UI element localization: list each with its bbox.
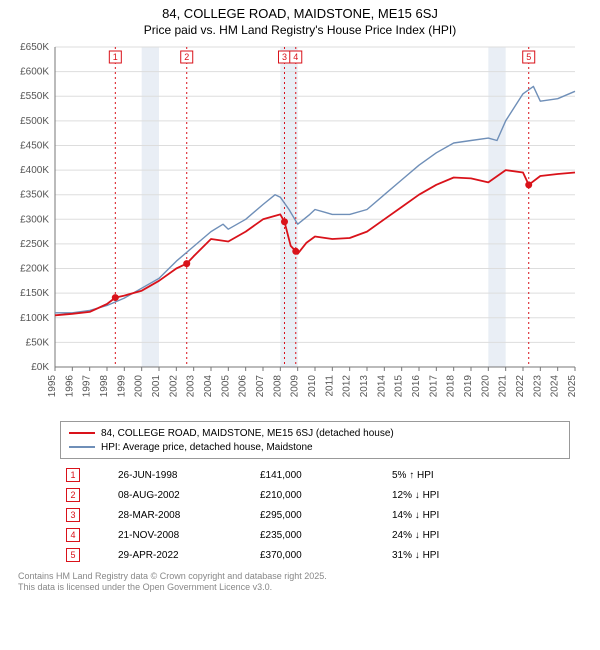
event-date: 08-AUG-2002 xyxy=(112,485,254,505)
svg-text:£300K: £300K xyxy=(20,214,49,225)
svg-text:2024: 2024 xyxy=(550,375,561,398)
legend: 84, COLLEGE ROAD, MAIDSTONE, ME15 6SJ (d… xyxy=(60,421,570,459)
chart-subtitle: Price paid vs. HM Land Registry's House … xyxy=(0,21,600,37)
svg-text:2018: 2018 xyxy=(446,375,457,398)
event-index: 3 xyxy=(66,508,80,522)
svg-text:2006: 2006 xyxy=(238,375,249,398)
svg-text:£600K: £600K xyxy=(20,67,49,78)
svg-text:2002: 2002 xyxy=(168,375,179,398)
footnote-line: Contains HM Land Registry data © Crown c… xyxy=(18,571,570,582)
legend-label: 84, COLLEGE ROAD, MAIDSTONE, ME15 6SJ (d… xyxy=(101,428,394,439)
svg-text:3: 3 xyxy=(282,52,287,62)
svg-text:2022: 2022 xyxy=(515,375,526,398)
event-index: 5 xyxy=(66,548,80,562)
table-row: 5 29-APR-2022£370,00031% ↓ HPI xyxy=(60,545,540,565)
svg-text:2003: 2003 xyxy=(186,375,197,398)
table-row: 1 26-JUN-1998£141,0005% ↑ HPI xyxy=(60,465,540,485)
svg-text:2025: 2025 xyxy=(567,375,578,398)
event-delta: 5% ↑ HPI xyxy=(386,465,540,485)
svg-text:2013: 2013 xyxy=(359,375,370,398)
svg-text:2014: 2014 xyxy=(376,375,387,398)
svg-text:1: 1 xyxy=(113,52,118,62)
svg-text:2019: 2019 xyxy=(463,375,474,398)
events-table: 1 26-JUN-1998£141,0005% ↑ HPI 2 08-AUG-2002… xyxy=(60,465,540,565)
svg-text:2016: 2016 xyxy=(411,375,422,398)
svg-text:2010: 2010 xyxy=(307,375,318,398)
event-delta: 31% ↓ HPI xyxy=(386,545,540,565)
svg-text:2012: 2012 xyxy=(342,375,353,398)
event-date: 28-MAR-2008 xyxy=(112,505,254,525)
legend-item: 84, COLLEGE ROAD, MAIDSTONE, ME15 6SJ (d… xyxy=(69,426,561,440)
svg-text:£550K: £550K xyxy=(20,91,49,102)
svg-text:2000: 2000 xyxy=(134,375,145,398)
svg-text:2020: 2020 xyxy=(480,375,491,398)
svg-text:£250K: £250K xyxy=(20,239,49,250)
svg-text:£0K: £0K xyxy=(31,362,49,373)
svg-text:2023: 2023 xyxy=(532,375,543,398)
svg-text:2: 2 xyxy=(184,52,189,62)
svg-text:£350K: £350K xyxy=(20,190,49,201)
event-index: 4 xyxy=(66,528,80,542)
svg-text:£100K: £100K xyxy=(20,313,49,324)
event-delta: 24% ↓ HPI xyxy=(386,525,540,545)
event-date: 29-APR-2022 xyxy=(112,545,254,565)
footnote: Contains HM Land Registry data © Crown c… xyxy=(18,571,570,594)
svg-text:£150K: £150K xyxy=(20,288,49,299)
svg-text:2005: 2005 xyxy=(220,375,231,398)
event-index: 1 xyxy=(66,468,80,482)
event-delta: 12% ↓ HPI xyxy=(386,485,540,505)
svg-text:2017: 2017 xyxy=(428,375,439,398)
table-row: 3 28-MAR-2008£295,00014% ↓ HPI xyxy=(60,505,540,525)
event-price: £295,000 xyxy=(254,505,386,525)
svg-text:4: 4 xyxy=(293,52,298,62)
svg-text:1995: 1995 xyxy=(47,375,58,398)
svg-text:5: 5 xyxy=(526,52,531,62)
svg-text:2011: 2011 xyxy=(324,375,335,397)
legend-swatch xyxy=(69,432,95,434)
svg-text:2001: 2001 xyxy=(151,375,162,398)
event-price: £370,000 xyxy=(254,545,386,565)
svg-text:2009: 2009 xyxy=(290,375,301,398)
event-date: 21-NOV-2008 xyxy=(112,525,254,545)
legend-label: HPI: Average price, detached house, Maid… xyxy=(101,442,313,453)
svg-text:£50K: £50K xyxy=(26,337,50,348)
svg-text:2021: 2021 xyxy=(498,375,509,398)
event-index: 2 xyxy=(66,488,80,502)
svg-text:2004: 2004 xyxy=(203,375,214,398)
legend-item: HPI: Average price, detached house, Maid… xyxy=(69,440,561,454)
svg-text:£650K: £650K xyxy=(20,42,49,53)
chart-title: 84, COLLEGE ROAD, MAIDSTONE, ME15 6SJ xyxy=(0,0,600,21)
event-delta: 14% ↓ HPI xyxy=(386,505,540,525)
svg-text:£450K: £450K xyxy=(20,140,49,151)
price-vs-hpi-chart: £0K £50K £100K £150K £200K £250K £300K £350K £40… xyxy=(0,37,600,417)
footnote-line: This data is licensed under the Open Gov… xyxy=(18,582,570,593)
svg-text:1999: 1999 xyxy=(116,375,127,398)
svg-text:£200K: £200K xyxy=(20,264,49,275)
event-price: £210,000 xyxy=(254,485,386,505)
svg-text:1998: 1998 xyxy=(99,375,110,398)
event-price: £235,000 xyxy=(254,525,386,545)
svg-text:£400K: £400K xyxy=(20,165,49,176)
table-row: 4 21-NOV-2008£235,00024% ↓ HPI xyxy=(60,525,540,545)
legend-swatch xyxy=(69,446,95,448)
svg-text:2015: 2015 xyxy=(394,375,405,398)
svg-text:1996: 1996 xyxy=(64,375,75,398)
svg-text:£500K: £500K xyxy=(20,116,49,127)
event-date: 26-JUN-1998 xyxy=(112,465,254,485)
svg-text:2007: 2007 xyxy=(255,375,266,398)
event-price: £141,000 xyxy=(254,465,386,485)
svg-text:2008: 2008 xyxy=(272,375,283,398)
table-row: 2 08-AUG-2002£210,00012% ↓ HPI xyxy=(60,485,540,505)
svg-text:1997: 1997 xyxy=(82,375,93,398)
